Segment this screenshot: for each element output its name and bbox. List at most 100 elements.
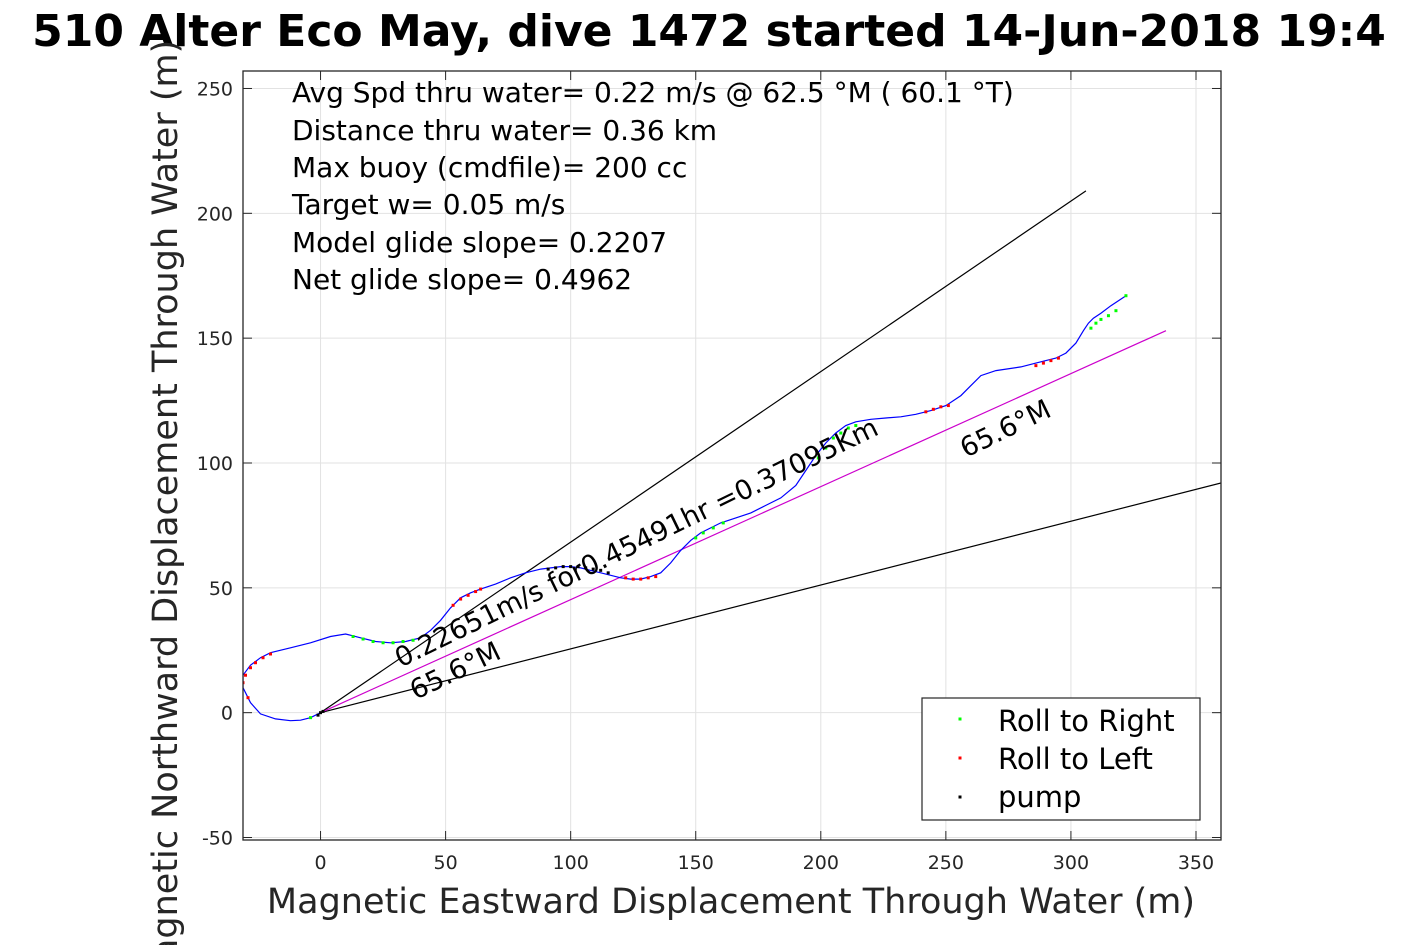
info-target-w: Target w= 0.05 m/s [291,188,565,221]
roll-to-left-point [269,652,273,656]
x-tick-label: 0 [314,852,326,874]
reference-lines [320,190,1221,714]
roll-to-left-point [1034,364,1038,368]
roll-to-right-point [846,426,850,430]
roll-to-left-point [1041,361,1045,365]
roll-to-right-point [1099,317,1103,321]
y-tick-label: 100 [197,453,233,475]
roll-to-right-point [721,521,725,525]
roll-to-left-point [246,696,250,700]
roll-to-right-point [839,431,843,435]
x-tick-label: 250 [928,852,964,874]
legend-label-pump: pump [998,780,1081,814]
legend-box [921,697,1201,821]
chart-title: 510 Alter Eco May, dive 1472 started 14-… [32,6,1386,57]
roll-to-left-point [631,577,635,581]
x-tick-label: 300 [1053,852,1089,874]
pump-point [584,566,588,570]
y-axis-ticks: -50 0 50 100 150 200 250 [197,78,1221,850]
reference-line [320,330,1167,714]
glider-track-line [243,295,1127,722]
x-tick-label: 150 [678,852,714,874]
roll-to-right-point [381,641,385,645]
roll-to-left-point [924,410,928,414]
y-tick-label: 200 [197,203,233,225]
legend-marker-pump [958,795,962,799]
roll-to-right-point [411,638,415,642]
y-axis-label: Magnetic Northward Displacement Through … [146,40,186,945]
pump-point [569,565,573,569]
y-tick-label: 50 [209,578,233,600]
x-tick-label: 350 [1178,852,1214,874]
roll-to-left-point [624,576,628,580]
roll-to-left-point [249,666,253,670]
x-tick-label: 100 [553,852,589,874]
roll-to-right-point [1089,326,1093,330]
series-points [243,294,1128,720]
roll-to-right-point [309,716,313,720]
pump-point [321,709,325,713]
x-tick-label: 200 [803,852,839,874]
legend-marker-roll-right [958,717,962,721]
roll-to-left-point [939,405,943,409]
roll-to-left-point [1056,356,1060,360]
roll-to-left-point [1049,359,1053,363]
roll-to-left-point [451,603,455,607]
pump-point [316,713,320,717]
roll-to-left-point [244,673,248,677]
x-axis-ticks: 0 50 100 150 200 250 300 350 [314,71,1214,874]
roll-to-right-point [1124,294,1128,298]
roll-to-left-point [474,590,478,594]
roll-to-right-point [1106,314,1110,318]
roll-to-right-point [1094,321,1098,325]
pump-point [554,566,558,570]
roll-to-right-point [816,456,820,460]
x-tick-label: 50 [434,852,458,874]
info-net-glide-slope: Net glide slope= 0.4962 [292,263,632,296]
y-tick-label: 150 [197,328,233,350]
pump-point [599,568,603,572]
roll-to-right-point [401,640,405,644]
roll-to-right-point [831,436,835,440]
roll-to-right-point [361,637,365,641]
info-model-glide-slope: Model glide slope= 0.2207 [292,226,667,259]
roll-to-left-point [646,576,650,580]
info-distance: Distance thru water= 0.36 km [292,114,717,147]
roll-to-right-point [824,446,828,450]
pump-point [561,565,565,569]
roll-to-left-point [261,656,265,660]
roll-to-right-point [1114,309,1118,313]
y-tick-label: -50 [202,828,233,850]
roll-to-left-point [639,577,643,581]
pump-point [319,711,323,715]
roll-to-left-point [254,661,258,665]
legend-label-roll-left: Roll to Left [998,742,1153,776]
plot-frame [242,70,1222,841]
reference-line [320,190,1087,714]
reference-line [320,482,1221,714]
roll-to-left-point [946,404,950,408]
info-avg-speed: Avg Spd thru water= 0.22 m/s @ 62.5 °M (… [292,76,1014,109]
y-tick-label: 0 [221,703,233,725]
pump-point [546,567,550,571]
roll-to-left-point [479,587,483,591]
roll-to-right-point [711,526,715,530]
roll-to-right-point [694,536,698,540]
roll-to-right-point [701,531,705,535]
x-axis-label: Magnetic Eastward Displacement Through W… [267,882,1195,922]
info-max-buoy: Max buoy (cmdfile)= 200 cc [292,151,687,184]
roll-to-left-point [466,593,470,597]
plot-content [243,190,1221,722]
legend-label-roll-right: Roll to Right [998,704,1175,738]
roll-to-right-point [854,424,858,428]
roll-to-right-point [391,641,395,645]
roll-to-left-point [931,407,935,411]
roll-to-right-point [351,635,355,639]
info-text-block: Avg Spd thru water= 0.22 m/s @ 62.5 °M (… [291,76,1014,296]
legend: Roll to Right Roll to Left pump [921,697,1201,821]
roll-to-right-point [371,640,375,644]
pump-point [576,565,580,569]
y-tick-label: 250 [197,78,233,100]
roll-to-left-point [459,597,463,601]
